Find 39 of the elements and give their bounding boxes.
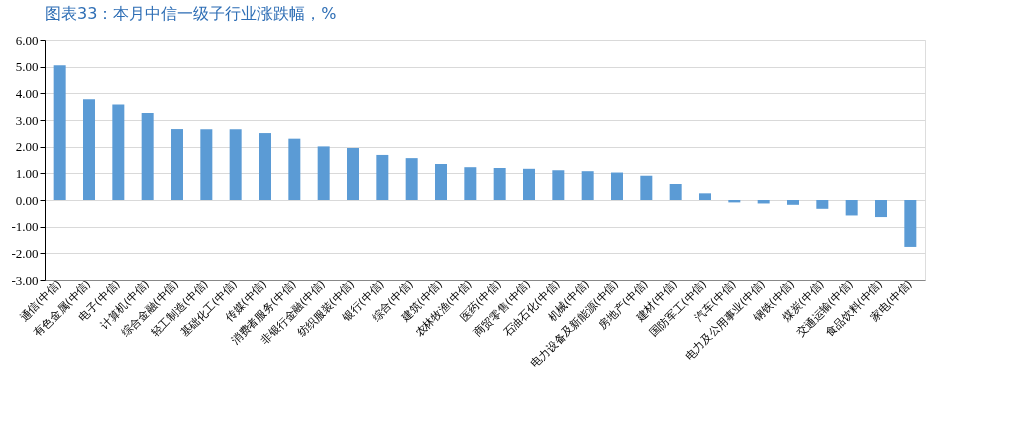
- bar: [787, 200, 799, 205]
- y-tick-label: -3.00: [11, 272, 39, 288]
- bar: [141, 113, 154, 200]
- bar: [669, 184, 682, 200]
- bar: [112, 104, 125, 200]
- bar: [904, 200, 917, 247]
- chart-title: 图表33：本月中信一级子行业涨跌幅，%: [45, 4, 337, 23]
- bar: [53, 65, 66, 200]
- bar: [816, 200, 829, 209]
- bar: [523, 168, 535, 200]
- y-tick-label: 2.00: [15, 139, 39, 155]
- y-tick-label: 3.00: [15, 112, 39, 128]
- y-tick-label: -1.00: [11, 219, 39, 235]
- bar: [200, 129, 213, 200]
- bar: [845, 200, 858, 216]
- bar: [699, 193, 711, 200]
- y-tick-label: 1.00: [15, 165, 39, 181]
- y-tick-label: 4.00: [15, 85, 39, 101]
- y-tick-label: 6.00: [15, 32, 39, 48]
- bar: [347, 148, 359, 200]
- bar: [875, 200, 887, 218]
- bar: [405, 158, 418, 200]
- bar: [259, 133, 271, 200]
- bar: [376, 154, 389, 200]
- bar: [229, 129, 242, 200]
- bar: [552, 170, 565, 200]
- bar: [317, 146, 330, 200]
- bar: [171, 129, 183, 200]
- bar: [288, 138, 301, 200]
- bar: [640, 175, 653, 200]
- bar: [435, 164, 447, 200]
- bar: [581, 171, 594, 200]
- bar: [611, 172, 623, 200]
- y-tick-label: 5.00: [15, 59, 39, 75]
- y-tick-label: 0.00: [15, 192, 39, 208]
- bar: [464, 167, 477, 200]
- bar: [493, 168, 506, 200]
- bar: [83, 99, 95, 200]
- y-tick-label: -2.00: [11, 245, 39, 261]
